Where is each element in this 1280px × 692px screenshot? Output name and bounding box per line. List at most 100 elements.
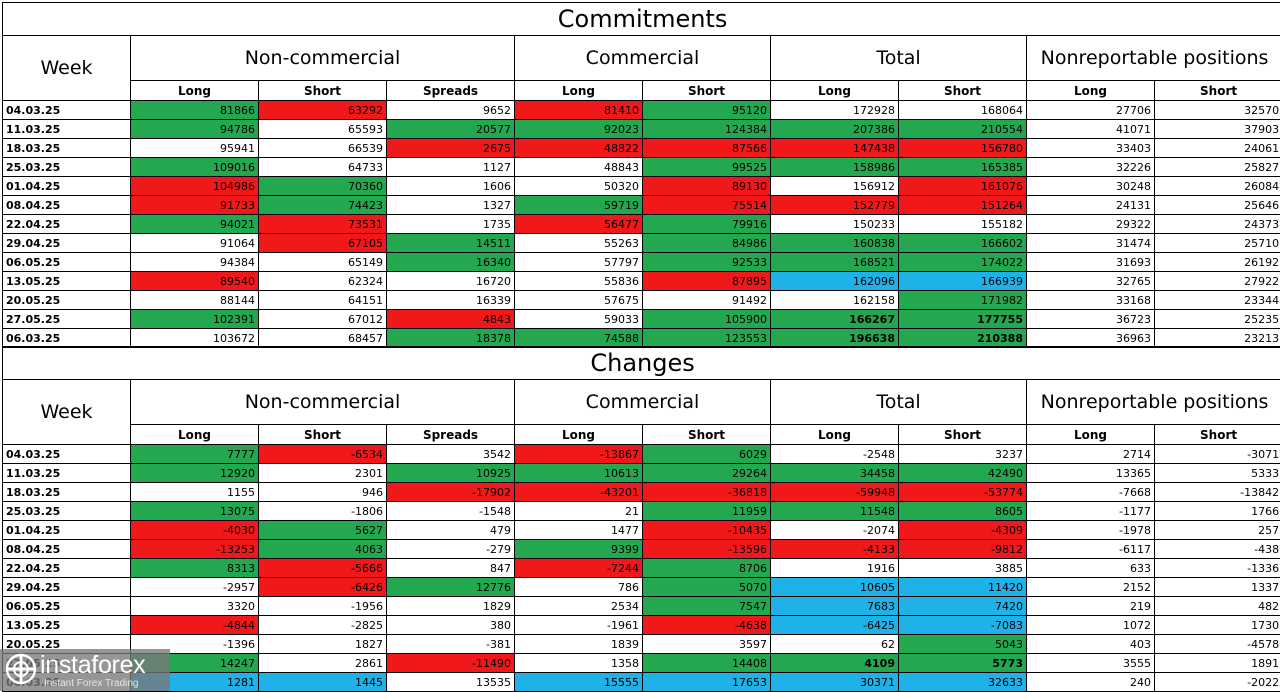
value-cell: 59033: [515, 310, 643, 329]
group-header: Total: [771, 36, 1027, 81]
value-cell: 2152: [1027, 578, 1155, 597]
value-cell: 8706: [643, 559, 771, 578]
value-cell: 3885: [899, 559, 1027, 578]
value-cell: 171982: [899, 291, 1027, 310]
value-cell: 21: [515, 502, 643, 521]
value-cell: -4309: [899, 521, 1027, 540]
value-cell: 65149: [259, 253, 387, 272]
week-cell: 13.05.25: [3, 616, 131, 635]
value-cell: -2548: [771, 445, 899, 464]
week-cell: 11.03.25: [3, 120, 131, 139]
value-cell: 1072: [1027, 616, 1155, 635]
value-cell: 946: [259, 483, 387, 502]
week-cell: 20.05.25: [3, 291, 131, 310]
value-cell: 150233: [771, 215, 899, 234]
value-cell: 482: [1155, 597, 1280, 616]
week-cell: 29.04.25: [3, 234, 131, 253]
value-cell: -6534: [259, 445, 387, 464]
column-header: Long: [131, 425, 259, 445]
table-row: 27.05.25142472861-1149013581440841095773…: [3, 654, 1280, 673]
value-cell: 5773: [899, 654, 1027, 673]
value-cell: 7683: [771, 597, 899, 616]
value-cell: 62: [771, 635, 899, 654]
value-cell: 30248: [1027, 177, 1155, 196]
week-cell: 29.04.25: [3, 578, 131, 597]
value-cell: 3237: [899, 445, 1027, 464]
value-cell: 219: [1027, 597, 1155, 616]
value-cell: -438: [1155, 540, 1280, 559]
value-cell: 207386: [771, 120, 899, 139]
value-cell: 91492: [643, 291, 771, 310]
value-cell: 168521: [771, 253, 899, 272]
value-cell: 92023: [515, 120, 643, 139]
value-cell: -7244: [515, 559, 643, 578]
value-cell: 95120: [643, 101, 771, 120]
value-cell: 91733: [131, 196, 259, 215]
instaforex-logo-icon: [5, 653, 37, 685]
value-cell: 57797: [515, 253, 643, 272]
value-cell: 1327: [387, 196, 515, 215]
value-cell: 25235: [1155, 310, 1280, 329]
value-cell: 479: [387, 521, 515, 540]
value-cell: 27706: [1027, 101, 1155, 120]
value-cell: 158986: [771, 158, 899, 177]
week-cell: 18.03.25: [3, 139, 131, 158]
week-cell: 06.05.25: [3, 253, 131, 272]
week-cell: 04.03.25: [3, 101, 131, 120]
value-cell: 786: [515, 578, 643, 597]
value-cell: 1337: [1155, 578, 1280, 597]
value-cell: 380: [387, 616, 515, 635]
column-header: Spreads: [387, 425, 515, 445]
value-cell: 1916: [771, 559, 899, 578]
value-cell: 23344: [1155, 291, 1280, 310]
value-cell: 25827: [1155, 158, 1280, 177]
value-cell: 2675: [387, 139, 515, 158]
value-cell: 67012: [259, 310, 387, 329]
value-cell: 55263: [515, 234, 643, 253]
value-cell: 104986: [131, 177, 259, 196]
week-cell: 06.05.25: [3, 597, 131, 616]
value-cell: 1829: [387, 597, 515, 616]
value-cell: 1477: [515, 521, 643, 540]
value-cell: -43201: [515, 483, 643, 502]
value-cell: 79916: [643, 215, 771, 234]
value-cell: 161076: [899, 177, 1027, 196]
value-cell: 29264: [643, 464, 771, 483]
value-cell: 4063: [259, 540, 387, 559]
group-header: Total: [771, 380, 1027, 425]
week-cell: 01.04.25: [3, 521, 131, 540]
column-header: Short: [643, 425, 771, 445]
value-cell: 13075: [131, 502, 259, 521]
week-cell: 25.03.25: [3, 502, 131, 521]
group-header: Non-commercial: [131, 380, 515, 425]
value-cell: 8605: [899, 502, 1027, 521]
value-cell: 3555: [1027, 654, 1155, 673]
value-cell: 847: [387, 559, 515, 578]
value-cell: -1806: [259, 502, 387, 521]
value-cell: 23213: [1155, 329, 1280, 348]
value-cell: 18378: [387, 329, 515, 348]
value-cell: 31474: [1027, 234, 1155, 253]
value-cell: 99525: [643, 158, 771, 177]
column-header: Long: [131, 81, 259, 101]
week-cell: 18.03.25: [3, 483, 131, 502]
value-cell: 36723: [1027, 310, 1155, 329]
value-cell: 25710: [1155, 234, 1280, 253]
value-cell: 41071: [1027, 120, 1155, 139]
value-cell: 165385: [899, 158, 1027, 177]
value-cell: 48843: [515, 158, 643, 177]
value-cell: 62324: [259, 272, 387, 291]
value-cell: 166602: [899, 234, 1027, 253]
value-cell: -13253: [131, 540, 259, 559]
value-cell: 162158: [771, 291, 899, 310]
value-cell: 172928: [771, 101, 899, 120]
